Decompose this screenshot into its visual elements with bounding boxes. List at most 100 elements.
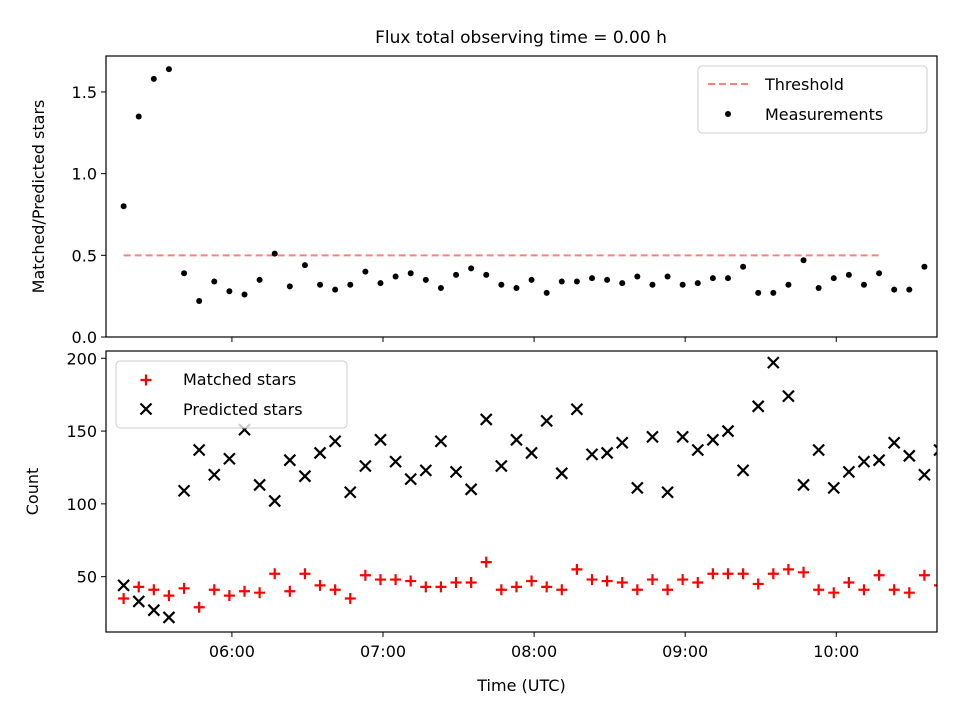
matched-star-point bbox=[601, 575, 613, 587]
predicted-star-point bbox=[585, 448, 599, 461]
bottom-legend-box bbox=[115, 360, 348, 429]
matched-star-point bbox=[918, 569, 930, 581]
matched-star-point bbox=[722, 568, 734, 580]
predicted-star-point bbox=[525, 446, 538, 460]
matched-star-point bbox=[450, 576, 462, 588]
top-legend-box bbox=[697, 65, 928, 134]
matched-star-point bbox=[571, 563, 583, 575]
predicted-star-point bbox=[177, 484, 191, 498]
measurement-point bbox=[634, 273, 641, 280]
measurement-point bbox=[558, 278, 565, 285]
top-ylabel: Matched/Predicted stars bbox=[29, 100, 48, 294]
matched-star-point bbox=[828, 587, 840, 599]
bottom-xtick-label: 09:00 bbox=[662, 642, 708, 661]
matched-star-point bbox=[405, 575, 417, 587]
measurement-point bbox=[543, 289, 550, 296]
bottom-ytick-label: 100 bbox=[66, 495, 97, 514]
predicted-star-point bbox=[495, 459, 508, 473]
predicted-star-point bbox=[736, 464, 750, 477]
bottom-xtick-label: 10:00 bbox=[813, 642, 859, 661]
measurement-point bbox=[921, 263, 928, 270]
measurement-point bbox=[317, 281, 324, 288]
predicted-star-point bbox=[208, 468, 221, 482]
top-ytick-label: 1.5 bbox=[72, 83, 97, 102]
matched-star-point bbox=[193, 601, 205, 613]
predicted-star-point bbox=[933, 443, 937, 457]
predicted-star-point bbox=[600, 446, 614, 460]
top-ytick-label: 0.5 bbox=[72, 246, 97, 265]
matched-star-point bbox=[510, 581, 522, 593]
matched-star-point bbox=[465, 576, 477, 588]
measurement-point bbox=[347, 281, 354, 288]
legend-measurements-swatch bbox=[725, 111, 731, 117]
matched-star-point bbox=[646, 574, 658, 586]
predicted-star-point bbox=[827, 481, 841, 495]
bottom-xtick-label: 06:00 bbox=[209, 642, 255, 661]
legend-measurements-label: Measurements bbox=[765, 105, 883, 124]
measurement-point bbox=[241, 291, 248, 298]
matched-star-point bbox=[163, 590, 175, 602]
chart-title: Flux total observing time = 0.00 h bbox=[375, 28, 667, 48]
matched-star-point bbox=[374, 574, 386, 586]
bottom-axes: 50 100 150 200 06:00 07:00 08:00 09:00 10:00 Coun… bbox=[23, 349, 938, 695]
matched-star-point bbox=[541, 581, 553, 593]
predicted-star-point bbox=[510, 433, 523, 447]
predicted-star-point bbox=[162, 611, 176, 624]
predicted-star-point bbox=[298, 469, 312, 483]
predicted-star-point bbox=[147, 603, 161, 617]
matched-star-point bbox=[314, 579, 326, 591]
measurement-point bbox=[407, 270, 414, 277]
predicted-star-point bbox=[449, 465, 463, 479]
predicted-star-point bbox=[434, 434, 448, 448]
measurement-point bbox=[196, 298, 203, 305]
measurement-point bbox=[483, 271, 490, 278]
measurement-point bbox=[830, 275, 837, 282]
measurement-point bbox=[120, 203, 127, 210]
predicted-star-point bbox=[615, 436, 629, 450]
matched-star-point bbox=[284, 585, 296, 597]
matched-star-point bbox=[480, 556, 492, 568]
predicted-star-point bbox=[479, 413, 493, 426]
measurement-point bbox=[740, 263, 747, 270]
legend-matched-label: Matched stars bbox=[183, 370, 296, 389]
measurement-point bbox=[785, 281, 792, 288]
matched-star-point bbox=[133, 581, 145, 593]
matched-star-point bbox=[813, 584, 825, 596]
matched-star-point bbox=[677, 574, 689, 586]
measurement-point bbox=[165, 66, 172, 73]
matched-star-point bbox=[390, 574, 402, 586]
measurement-point bbox=[498, 281, 505, 288]
measurement-point bbox=[453, 271, 460, 278]
bottom-ytick-label: 150 bbox=[66, 422, 97, 441]
predicted-star-point bbox=[343, 485, 357, 499]
measurement-point bbox=[770, 289, 777, 296]
matched-star-point bbox=[692, 576, 704, 588]
top-ytick-label: 1.0 bbox=[72, 165, 97, 184]
predicted-star-point bbox=[676, 430, 689, 444]
matched-star-point bbox=[118, 593, 130, 605]
bottom-ytick-label: 200 bbox=[66, 349, 97, 368]
predicted-star-point bbox=[555, 467, 569, 480]
matched-star-point bbox=[420, 581, 432, 593]
matched-star-point bbox=[359, 569, 371, 581]
matched-star-point bbox=[254, 587, 266, 599]
measurement-point bbox=[876, 270, 883, 277]
matched-star-point bbox=[737, 568, 749, 580]
measurement-point bbox=[604, 276, 611, 283]
measurement-point bbox=[301, 262, 308, 269]
measurement-point bbox=[906, 286, 913, 293]
predicted-star-point bbox=[646, 430, 659, 444]
measurement-point bbox=[211, 278, 218, 285]
measurement-point bbox=[860, 281, 867, 288]
measurement-point bbox=[135, 113, 142, 120]
predicted-star-point bbox=[842, 465, 856, 479]
measurement-point bbox=[619, 280, 626, 287]
predicted-star-point bbox=[751, 400, 765, 413]
bottom-xtick-label: 07:00 bbox=[360, 642, 406, 661]
predicted-star-point bbox=[661, 485, 674, 499]
predicted-star-point bbox=[268, 494, 281, 508]
matched-star-point bbox=[752, 578, 764, 590]
top-axes: 0.0 0.5 1.0 1.5 Matched/Predicted stars Thres… bbox=[29, 55, 938, 347]
top-plot-area bbox=[120, 66, 937, 305]
